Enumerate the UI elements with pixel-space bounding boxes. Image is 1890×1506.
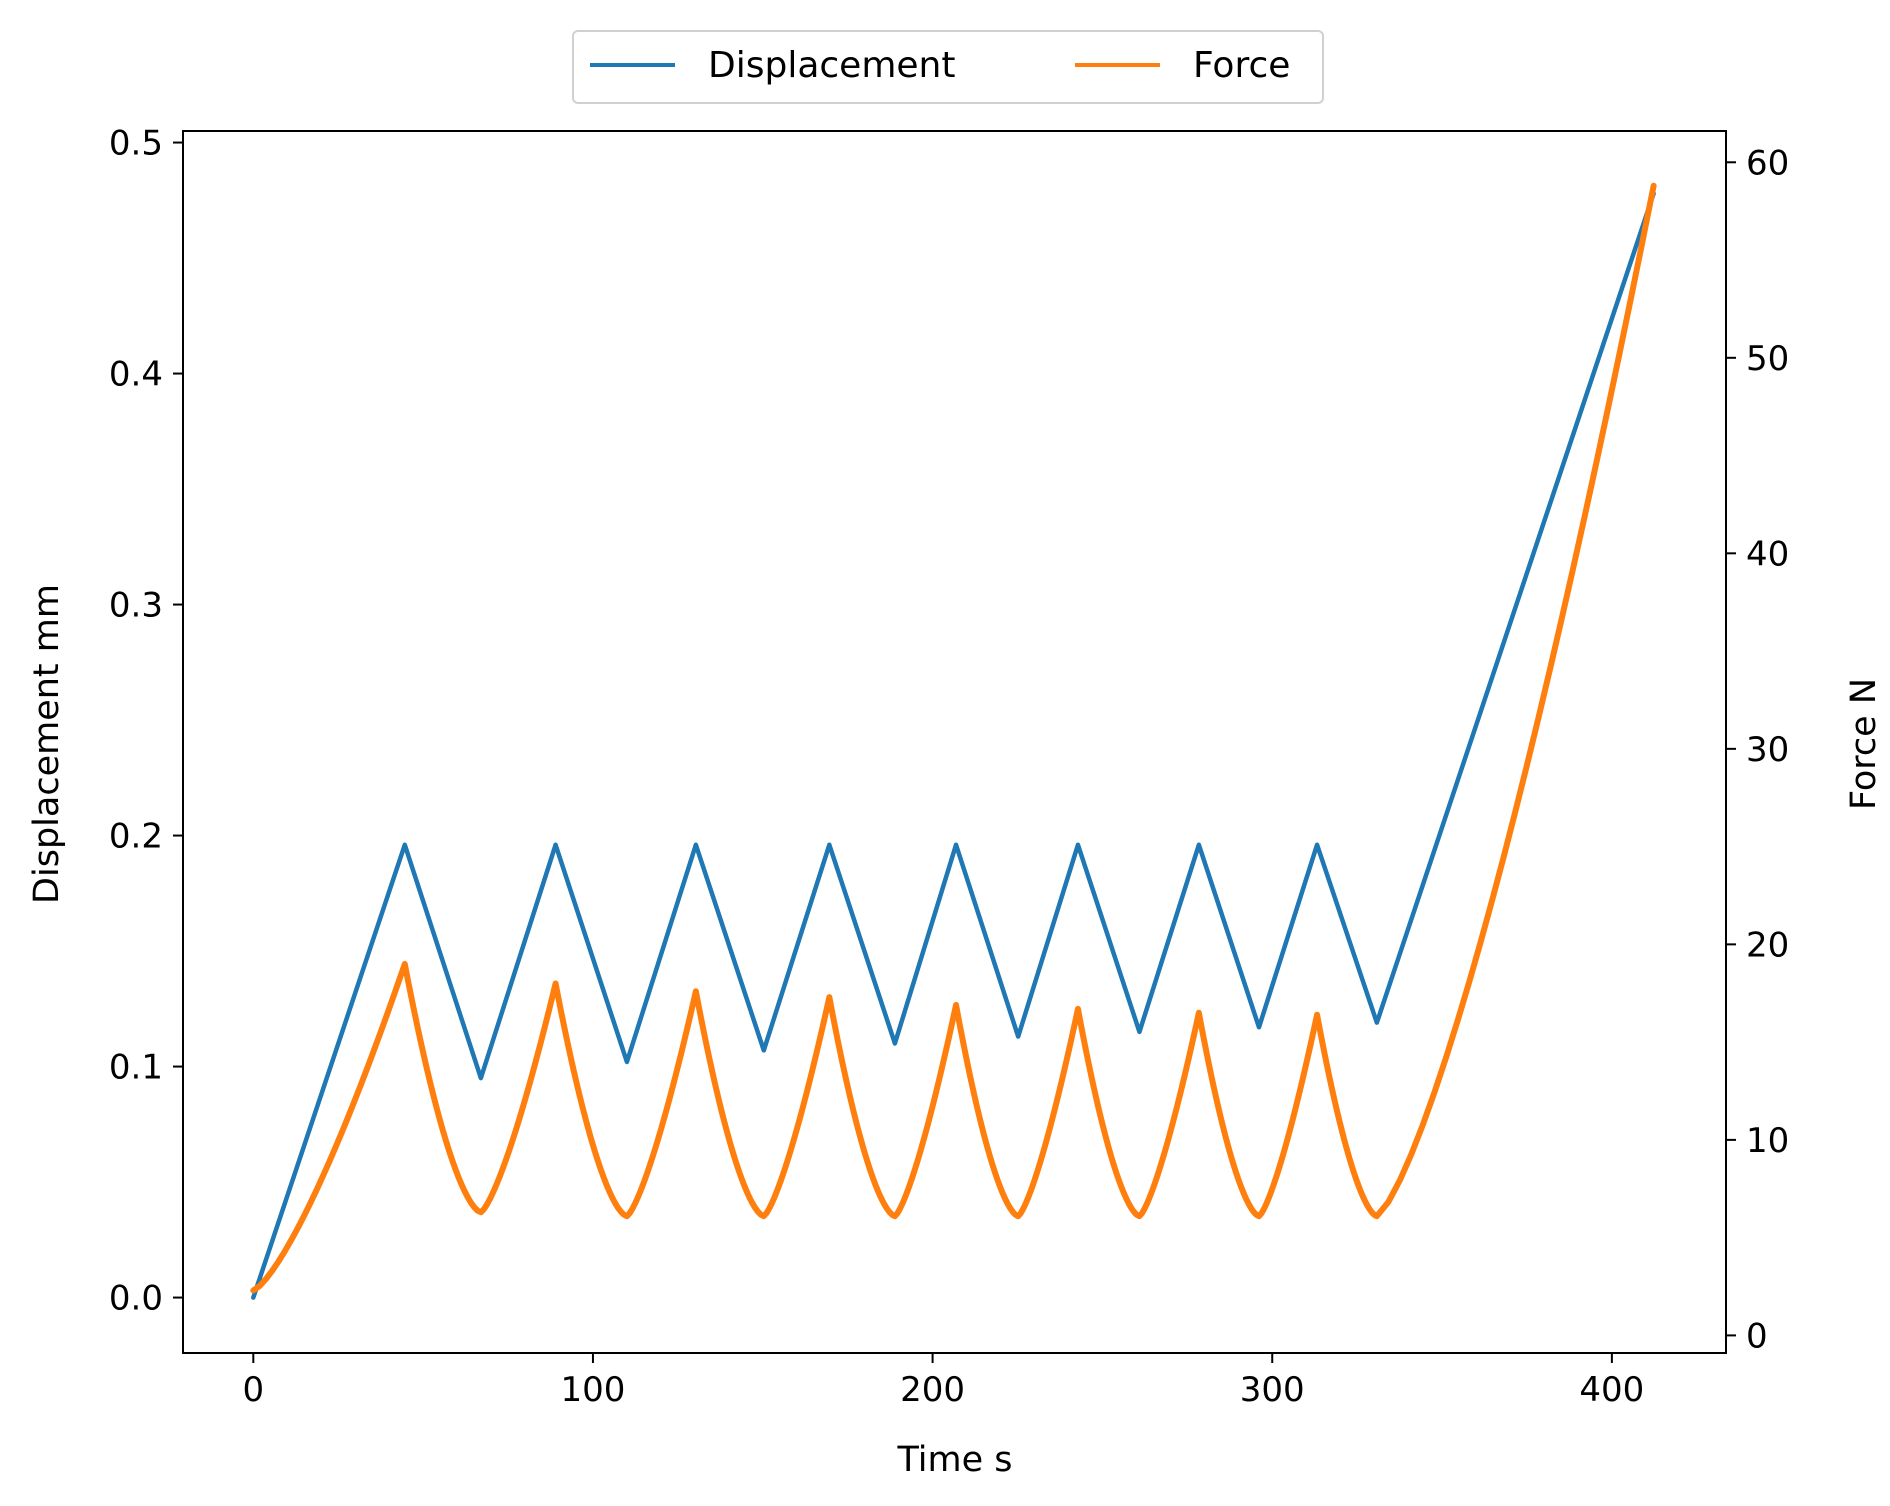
- y-tick-label: 0.1: [109, 1048, 163, 1088]
- y2-tick-label: 40: [1746, 534, 1789, 574]
- plot-frame: [182, 130, 1727, 1354]
- data-point: [479, 1210, 483, 1214]
- y-tick-label: 0.4: [109, 355, 163, 395]
- data-point: [827, 995, 831, 999]
- data-point: [1315, 1013, 1319, 1017]
- data-point: [403, 843, 407, 847]
- data-point: [762, 1048, 766, 1052]
- legend-label-displacement: Displacement: [708, 45, 955, 86]
- y2-tick-label: 10: [1746, 1121, 1789, 1161]
- data-point: [1076, 1007, 1080, 1011]
- data-point: [694, 843, 698, 847]
- data-point: [1375, 1021, 1379, 1025]
- series-line-displacement: [251, 191, 1656, 1300]
- y-tick-label: 0.2: [109, 817, 163, 857]
- x-tick-label: 300: [1240, 1370, 1305, 1410]
- y-axis-right: 0 10 20 30 40 50 60: [1726, 143, 1789, 1356]
- x-tick-label: 400: [1579, 1370, 1644, 1410]
- data-point: [954, 1003, 958, 1007]
- data-point: [827, 843, 831, 847]
- y2-tick-label: 30: [1746, 730, 1789, 770]
- y-axis-left: 0.0 0.1 0.2 0.3 0.4 0.5: [109, 124, 183, 1319]
- y-tick-label: 0.3: [109, 586, 163, 626]
- data-point: [251, 1288, 255, 1292]
- data-point: [479, 1076, 483, 1080]
- x-tick-label: 0: [242, 1370, 264, 1410]
- data-point: [625, 1214, 629, 1218]
- data-point: [893, 1041, 897, 1045]
- data-point: [251, 1296, 255, 1300]
- data-point: [1197, 1011, 1201, 1015]
- legend: Displacement Force: [572, 30, 1324, 104]
- data-point: [762, 1214, 766, 1218]
- x-tick-label: 100: [560, 1370, 625, 1410]
- series-line-force: [250, 182, 1657, 1294]
- x-axis-label: Time s: [896, 1440, 1012, 1480]
- y-axis-label: Displacement mm: [27, 584, 67, 904]
- data-point: [1315, 843, 1319, 847]
- data-point: [893, 1214, 897, 1218]
- y2-tick-label: 50: [1746, 339, 1789, 379]
- data-point: [954, 843, 958, 847]
- legend-label-force: Force: [1193, 45, 1290, 86]
- data-point: [554, 981, 558, 985]
- x-tick-label: 200: [900, 1370, 965, 1410]
- y-tick-label: 0.0: [109, 1279, 163, 1319]
- y2-tick-label: 60: [1746, 143, 1789, 183]
- data-point: [1076, 843, 1080, 847]
- data-point: [625, 1060, 629, 1064]
- data-point: [1137, 1214, 1141, 1218]
- data-point: [554, 843, 558, 847]
- legend-box: [572, 30, 1324, 104]
- data-point: [1016, 1214, 1020, 1218]
- data-point: [403, 962, 407, 966]
- y2-tick-label: 20: [1746, 925, 1789, 965]
- data-point: [694, 989, 698, 993]
- plot-layer: [250, 182, 1657, 1300]
- data-point: [1016, 1035, 1020, 1039]
- y-tick-label: 0.5: [109, 124, 163, 164]
- data-point: [1652, 184, 1656, 188]
- x-axis: 0 100 200 300 400: [242, 1353, 1644, 1410]
- data-point: [1137, 1030, 1141, 1034]
- data-point: [1257, 1025, 1261, 1029]
- data-point: [1257, 1214, 1261, 1218]
- data-point: [1375, 1214, 1379, 1218]
- y2-tick-label: 0: [1746, 1316, 1768, 1356]
- data-point: [1197, 843, 1201, 847]
- y2-axis-label: Force N: [1844, 678, 1884, 810]
